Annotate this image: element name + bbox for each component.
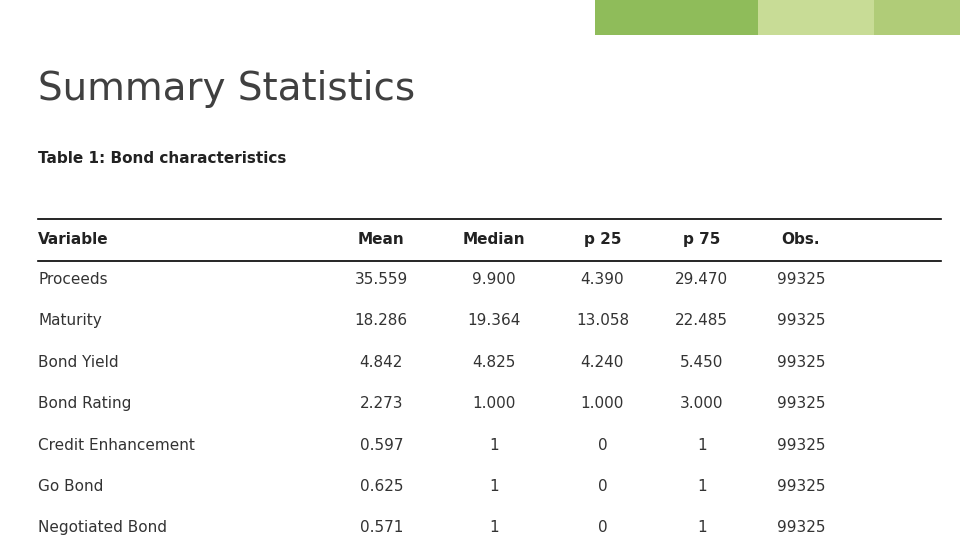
Text: 0: 0 xyxy=(597,437,608,453)
Text: Mean: Mean xyxy=(358,232,405,247)
Bar xyxy=(595,0,758,35)
Text: Proceeds: Proceeds xyxy=(38,272,108,287)
Text: Variable: Variable xyxy=(38,232,109,247)
Text: 18.286: 18.286 xyxy=(355,313,408,328)
Text: Bond Rating: Bond Rating xyxy=(38,396,132,411)
Text: 4.240: 4.240 xyxy=(581,355,624,370)
Text: 1: 1 xyxy=(697,521,707,535)
Text: 99325: 99325 xyxy=(777,437,826,453)
Text: 5.450: 5.450 xyxy=(680,355,723,370)
Text: 1: 1 xyxy=(490,479,499,494)
Text: 0.571: 0.571 xyxy=(360,521,403,535)
Text: 29.470: 29.470 xyxy=(675,272,729,287)
Text: Go Bond: Go Bond xyxy=(38,479,104,494)
Text: p 25: p 25 xyxy=(584,232,621,247)
Bar xyxy=(758,0,874,35)
Text: 99325: 99325 xyxy=(777,313,826,328)
Text: 1.000: 1.000 xyxy=(472,396,516,411)
Text: 1.000: 1.000 xyxy=(581,396,624,411)
Text: Median: Median xyxy=(463,232,525,247)
Text: 22.485: 22.485 xyxy=(675,313,729,328)
Text: Table 1: Bond characteristics: Table 1: Bond characteristics xyxy=(38,151,287,166)
Text: 13.058: 13.058 xyxy=(576,313,629,328)
Text: 4.390: 4.390 xyxy=(581,272,624,287)
Text: Maturity: Maturity xyxy=(38,313,102,328)
Text: 2.273: 2.273 xyxy=(360,396,403,411)
Text: 1: 1 xyxy=(697,437,707,453)
Text: 0.597: 0.597 xyxy=(360,437,403,453)
Text: 0.625: 0.625 xyxy=(360,479,403,494)
Text: 99325: 99325 xyxy=(777,355,826,370)
Text: 9.900: 9.900 xyxy=(472,272,516,287)
Text: 35.559: 35.559 xyxy=(354,272,408,287)
Text: 4.825: 4.825 xyxy=(472,355,516,370)
Text: 99325: 99325 xyxy=(777,521,826,535)
Text: Obs.: Obs. xyxy=(781,232,820,247)
Text: 0: 0 xyxy=(597,521,608,535)
Text: 4.842: 4.842 xyxy=(360,355,403,370)
Text: p 75: p 75 xyxy=(683,232,720,247)
Text: Summary Statistics: Summary Statistics xyxy=(38,70,416,109)
Bar xyxy=(874,0,960,35)
Text: Negotiated Bond: Negotiated Bond xyxy=(38,521,167,535)
Text: Credit Enhancement: Credit Enhancement xyxy=(38,437,195,453)
Text: 1: 1 xyxy=(697,479,707,494)
Text: 99325: 99325 xyxy=(777,396,826,411)
Text: 19.364: 19.364 xyxy=(468,313,520,328)
Text: 1: 1 xyxy=(490,521,499,535)
Text: 3.000: 3.000 xyxy=(680,396,724,411)
Text: 1: 1 xyxy=(490,437,499,453)
Text: 99325: 99325 xyxy=(777,479,826,494)
Text: 99325: 99325 xyxy=(777,272,826,287)
Text: Bond Yield: Bond Yield xyxy=(38,355,119,370)
Text: 0: 0 xyxy=(597,479,608,494)
